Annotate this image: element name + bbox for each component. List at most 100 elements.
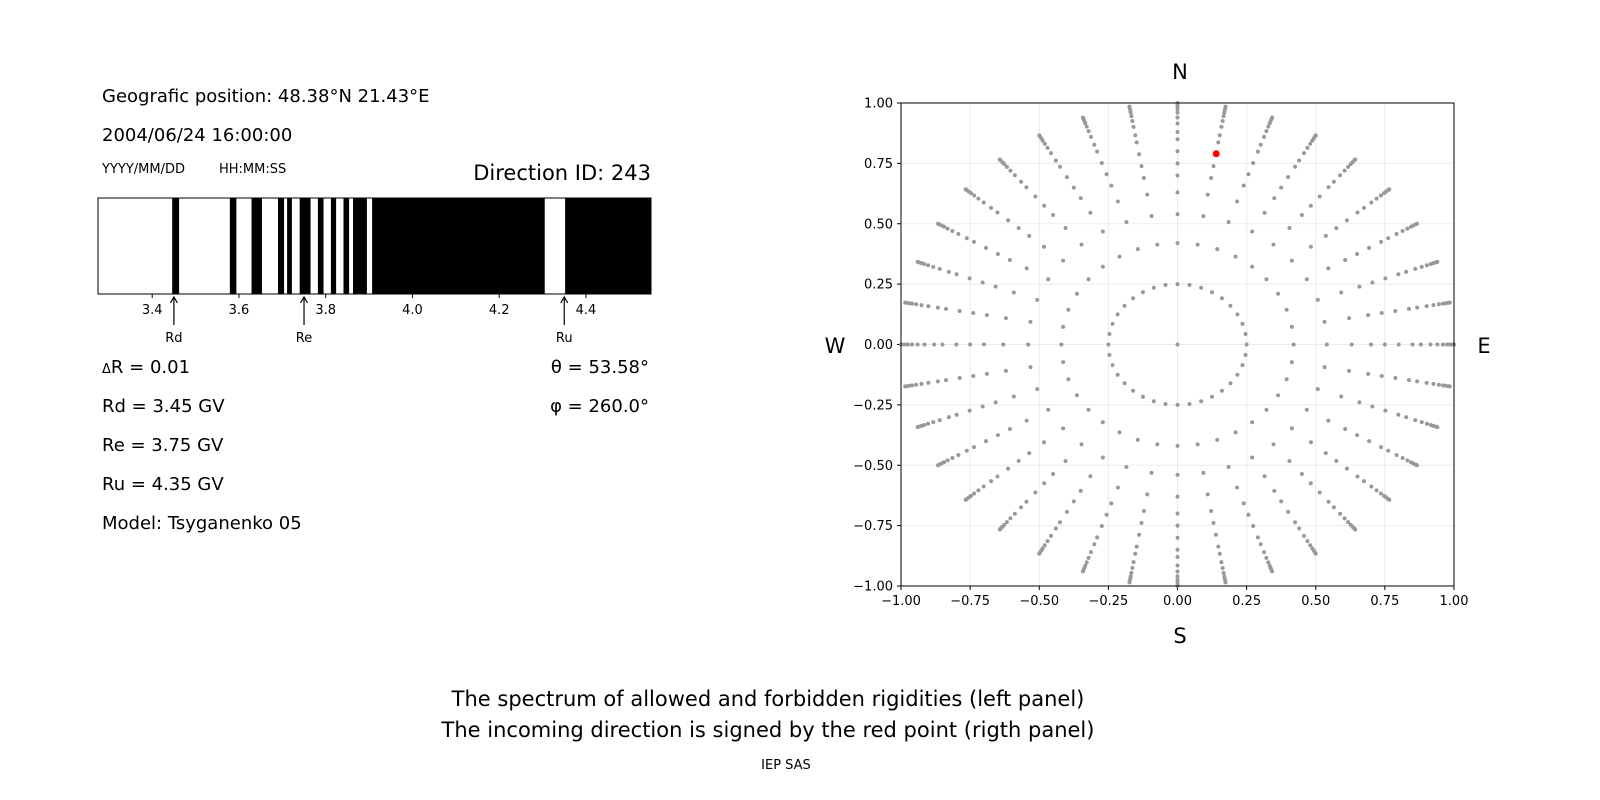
direction-point (1334, 458, 1339, 463)
direction-point (1396, 412, 1401, 417)
direction-point (1284, 307, 1289, 312)
direction-point (1133, 551, 1138, 556)
direction-point (1175, 511, 1180, 516)
direction-point (1440, 342, 1445, 347)
direction-point (1175, 121, 1180, 126)
direction-point (1304, 277, 1309, 282)
direction-point (1355, 433, 1360, 438)
direction-point (1369, 200, 1374, 205)
direction-point (1226, 465, 1231, 470)
direction-point (1289, 426, 1294, 431)
direction-point (1211, 164, 1216, 169)
direction-point (1271, 442, 1276, 447)
direction-point (954, 272, 959, 277)
direction-point (1007, 427, 1012, 432)
direction-point (950, 228, 955, 233)
direction-point (1326, 266, 1331, 271)
direction-point (1235, 312, 1240, 317)
direction-point (1250, 455, 1255, 460)
direction-point (1405, 458, 1410, 463)
direction-point (1012, 173, 1017, 178)
direction-point (1088, 550, 1093, 555)
direction-point (1370, 404, 1375, 409)
direction-point (1026, 342, 1031, 347)
direction-point (1387, 497, 1392, 502)
direction-point (1063, 225, 1068, 230)
direction-point (1115, 372, 1120, 377)
forbidden-band (353, 198, 367, 294)
direction-point (1447, 342, 1452, 347)
direction-point (1404, 415, 1409, 420)
forbidden-band (317, 198, 324, 294)
x-tick-label: 0.75 (1370, 594, 1399, 609)
direction-point (1130, 566, 1135, 571)
x-tick-label: 4.0 (402, 303, 423, 318)
direction-point (1215, 437, 1220, 442)
direction-point (1086, 129, 1091, 134)
direction-point (1122, 303, 1127, 308)
direction-point (1431, 381, 1436, 386)
direction-point (903, 384, 908, 389)
direction-point (967, 408, 972, 413)
direction-point (1084, 560, 1089, 565)
direction-point (1366, 371, 1371, 376)
direction-point (995, 433, 1000, 438)
direction-point (1109, 183, 1114, 188)
direction-point (1331, 179, 1336, 184)
direction-point (1418, 342, 1423, 347)
direction-point (1404, 269, 1409, 274)
direction-point (1006, 218, 1011, 223)
y-tick-label: 0.00 (864, 338, 893, 353)
direction-point (946, 415, 951, 420)
direction-point (1379, 373, 1384, 378)
compass-north: N (1172, 60, 1188, 84)
rigidity-spectrum-panel: 3.4 3.6 3.8 4.0 4.2 4.4 Rd Re Ru (97, 197, 652, 346)
direction-point (981, 342, 986, 347)
direction-point (1400, 228, 1405, 233)
direction-point (1244, 342, 1249, 347)
direction-point (919, 303, 924, 308)
direction-point (1393, 376, 1398, 381)
direction-point (1155, 242, 1160, 247)
direction-point (922, 342, 927, 347)
direction-point (1033, 194, 1038, 199)
direction-point (1110, 363, 1115, 368)
direction-point (1326, 418, 1331, 423)
direction-point (1016, 226, 1021, 231)
direction-point (1424, 421, 1429, 426)
direction-scatter-panel: −1.00−1.00 −0.75 −0.75 −0.50 −0.50 −0.25 −0.25… (853, 97, 1468, 610)
direction-point (1387, 187, 1392, 192)
direction-point (1134, 140, 1139, 145)
direction-point (980, 404, 985, 409)
direction-point (1109, 501, 1114, 506)
re-value: Re = 3.75 GV (102, 435, 224, 456)
direction-point (945, 226, 950, 231)
direction-point (1344, 466, 1349, 471)
direction-point (1241, 183, 1246, 188)
direction-point (1074, 393, 1079, 398)
direction-point (1042, 203, 1047, 208)
direction-point (1396, 342, 1401, 347)
direction-point (1078, 488, 1083, 493)
arrow-head (560, 295, 569, 304)
direction-point (997, 527, 1002, 532)
direction-point (1175, 494, 1180, 499)
direction-point (971, 239, 976, 244)
direction-point (976, 196, 981, 201)
direction-point (1066, 377, 1071, 382)
delta-r-value: R = 0.01 (111, 357, 190, 378)
direction-point (1331, 505, 1336, 510)
direction-point (1251, 160, 1256, 165)
direction-point (995, 210, 1000, 215)
direction-point (1079, 242, 1084, 247)
direction-point (1293, 520, 1298, 525)
direction-point (1291, 342, 1296, 347)
direction-point (1140, 290, 1145, 295)
direction-point (1250, 229, 1255, 234)
compass-east: E (1477, 334, 1490, 358)
direction-point (1406, 378, 1411, 383)
direction-point (972, 491, 977, 496)
direction-point (1264, 277, 1269, 282)
y-tick-label: −0.50 (853, 459, 893, 474)
direction-point (1129, 114, 1134, 119)
